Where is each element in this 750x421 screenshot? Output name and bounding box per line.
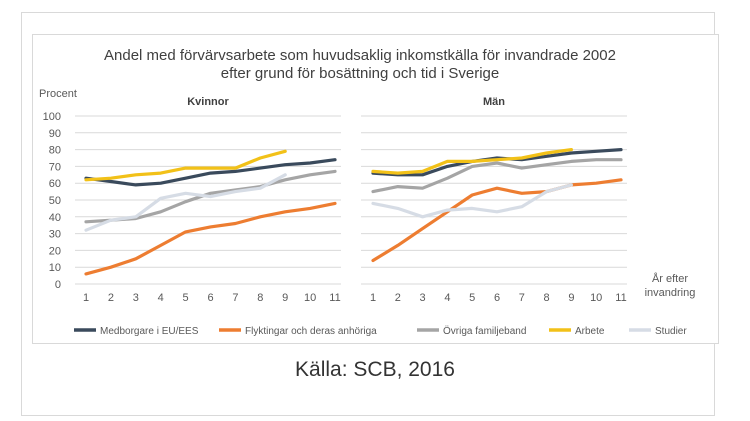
y-tick-label: 60 bbox=[49, 178, 61, 190]
x-tick-label: 2 bbox=[108, 292, 114, 304]
x-tick-label: 9 bbox=[282, 292, 288, 304]
x-tick-label: 2 bbox=[395, 292, 401, 304]
y-tick-label: 10 bbox=[49, 262, 61, 274]
series-line bbox=[84, 149, 287, 182]
x-axis-label-line1: År efter bbox=[652, 272, 688, 285]
series-line bbox=[371, 147, 574, 175]
y-tick-label: 100 bbox=[43, 111, 61, 123]
legend: Medborgare i EU/EES Flyktingar och deras … bbox=[74, 325, 687, 337]
y-tick-label: 30 bbox=[49, 229, 61, 241]
y-tick-label: 90 bbox=[49, 128, 61, 140]
x-tick-label: 10 bbox=[590, 292, 602, 304]
series-layer bbox=[84, 147, 623, 276]
series-line bbox=[84, 173, 287, 232]
chart-area: Andel med förvärvsarbete som huvudsaklig… bbox=[32, 34, 719, 344]
legend-label: Arbete bbox=[575, 326, 605, 337]
series-line bbox=[371, 178, 623, 263]
x-tick-label: 6 bbox=[207, 292, 213, 304]
series-line bbox=[371, 147, 623, 177]
x-axis-label-line2: invandring bbox=[645, 287, 696, 299]
x-tick-label: 3 bbox=[133, 292, 139, 304]
series-line bbox=[371, 158, 623, 194]
panel-title: Kvinnor bbox=[187, 96, 229, 108]
series-line bbox=[84, 158, 337, 187]
legend-label: Medborgare i EU/EES bbox=[100, 326, 199, 337]
y-axis-label: Procent bbox=[39, 88, 77, 100]
y-tick-label: 20 bbox=[49, 245, 61, 257]
series-line bbox=[371, 183, 574, 219]
y-tick-label: 80 bbox=[49, 145, 61, 157]
x-tick-label: 8 bbox=[257, 292, 263, 304]
chart-title: Andel med förvärvsarbete som huvudsaklig… bbox=[104, 47, 616, 64]
x-tick-label: 4 bbox=[444, 292, 450, 304]
legend-label: Flyktingar och deras anhöriga bbox=[245, 326, 377, 337]
x-tick-label: 4 bbox=[158, 292, 164, 304]
y-tick-label: 0 bbox=[55, 279, 61, 291]
series-line bbox=[84, 201, 337, 276]
x-tick-label: 8 bbox=[544, 292, 550, 304]
chart-subtitle: efter grund för bosättning och tid i Sve… bbox=[221, 65, 500, 82]
y-tick-label: 70 bbox=[49, 161, 61, 173]
y-tick-label: 50 bbox=[49, 195, 61, 207]
x-tick-label: 5 bbox=[469, 292, 475, 304]
legend-label: Studier bbox=[655, 326, 687, 337]
x-tick-label: 11 bbox=[329, 292, 340, 304]
x-tick-label: 10 bbox=[304, 292, 316, 304]
x-tick-label: 1 bbox=[83, 292, 89, 304]
x-tick-label: 9 bbox=[568, 292, 574, 304]
x-tick-label: 6 bbox=[494, 292, 500, 304]
source-caption: Källa: SCB, 2016 bbox=[295, 358, 455, 381]
x-tick-label: 7 bbox=[232, 292, 238, 304]
x-tick-label: 1 bbox=[370, 292, 376, 304]
y-tick-label: 40 bbox=[49, 212, 61, 224]
x-tick-label: 3 bbox=[420, 292, 426, 304]
legend-label: Övriga familjeband bbox=[443, 325, 526, 337]
x-tick-label: 11 bbox=[615, 292, 626, 304]
x-tick-label: 7 bbox=[519, 292, 525, 304]
x-tick-label: 5 bbox=[183, 292, 189, 304]
panel-title: Män bbox=[483, 96, 505, 108]
grid-layer: 0 10 20 30 40 50 60 70 80 90 100 Kvinnor 1 2 3 4 5 6 7 8 9 10… bbox=[43, 96, 627, 304]
line-chart: Andel med förvärvsarbete som huvudsaklig… bbox=[39, 47, 696, 337]
